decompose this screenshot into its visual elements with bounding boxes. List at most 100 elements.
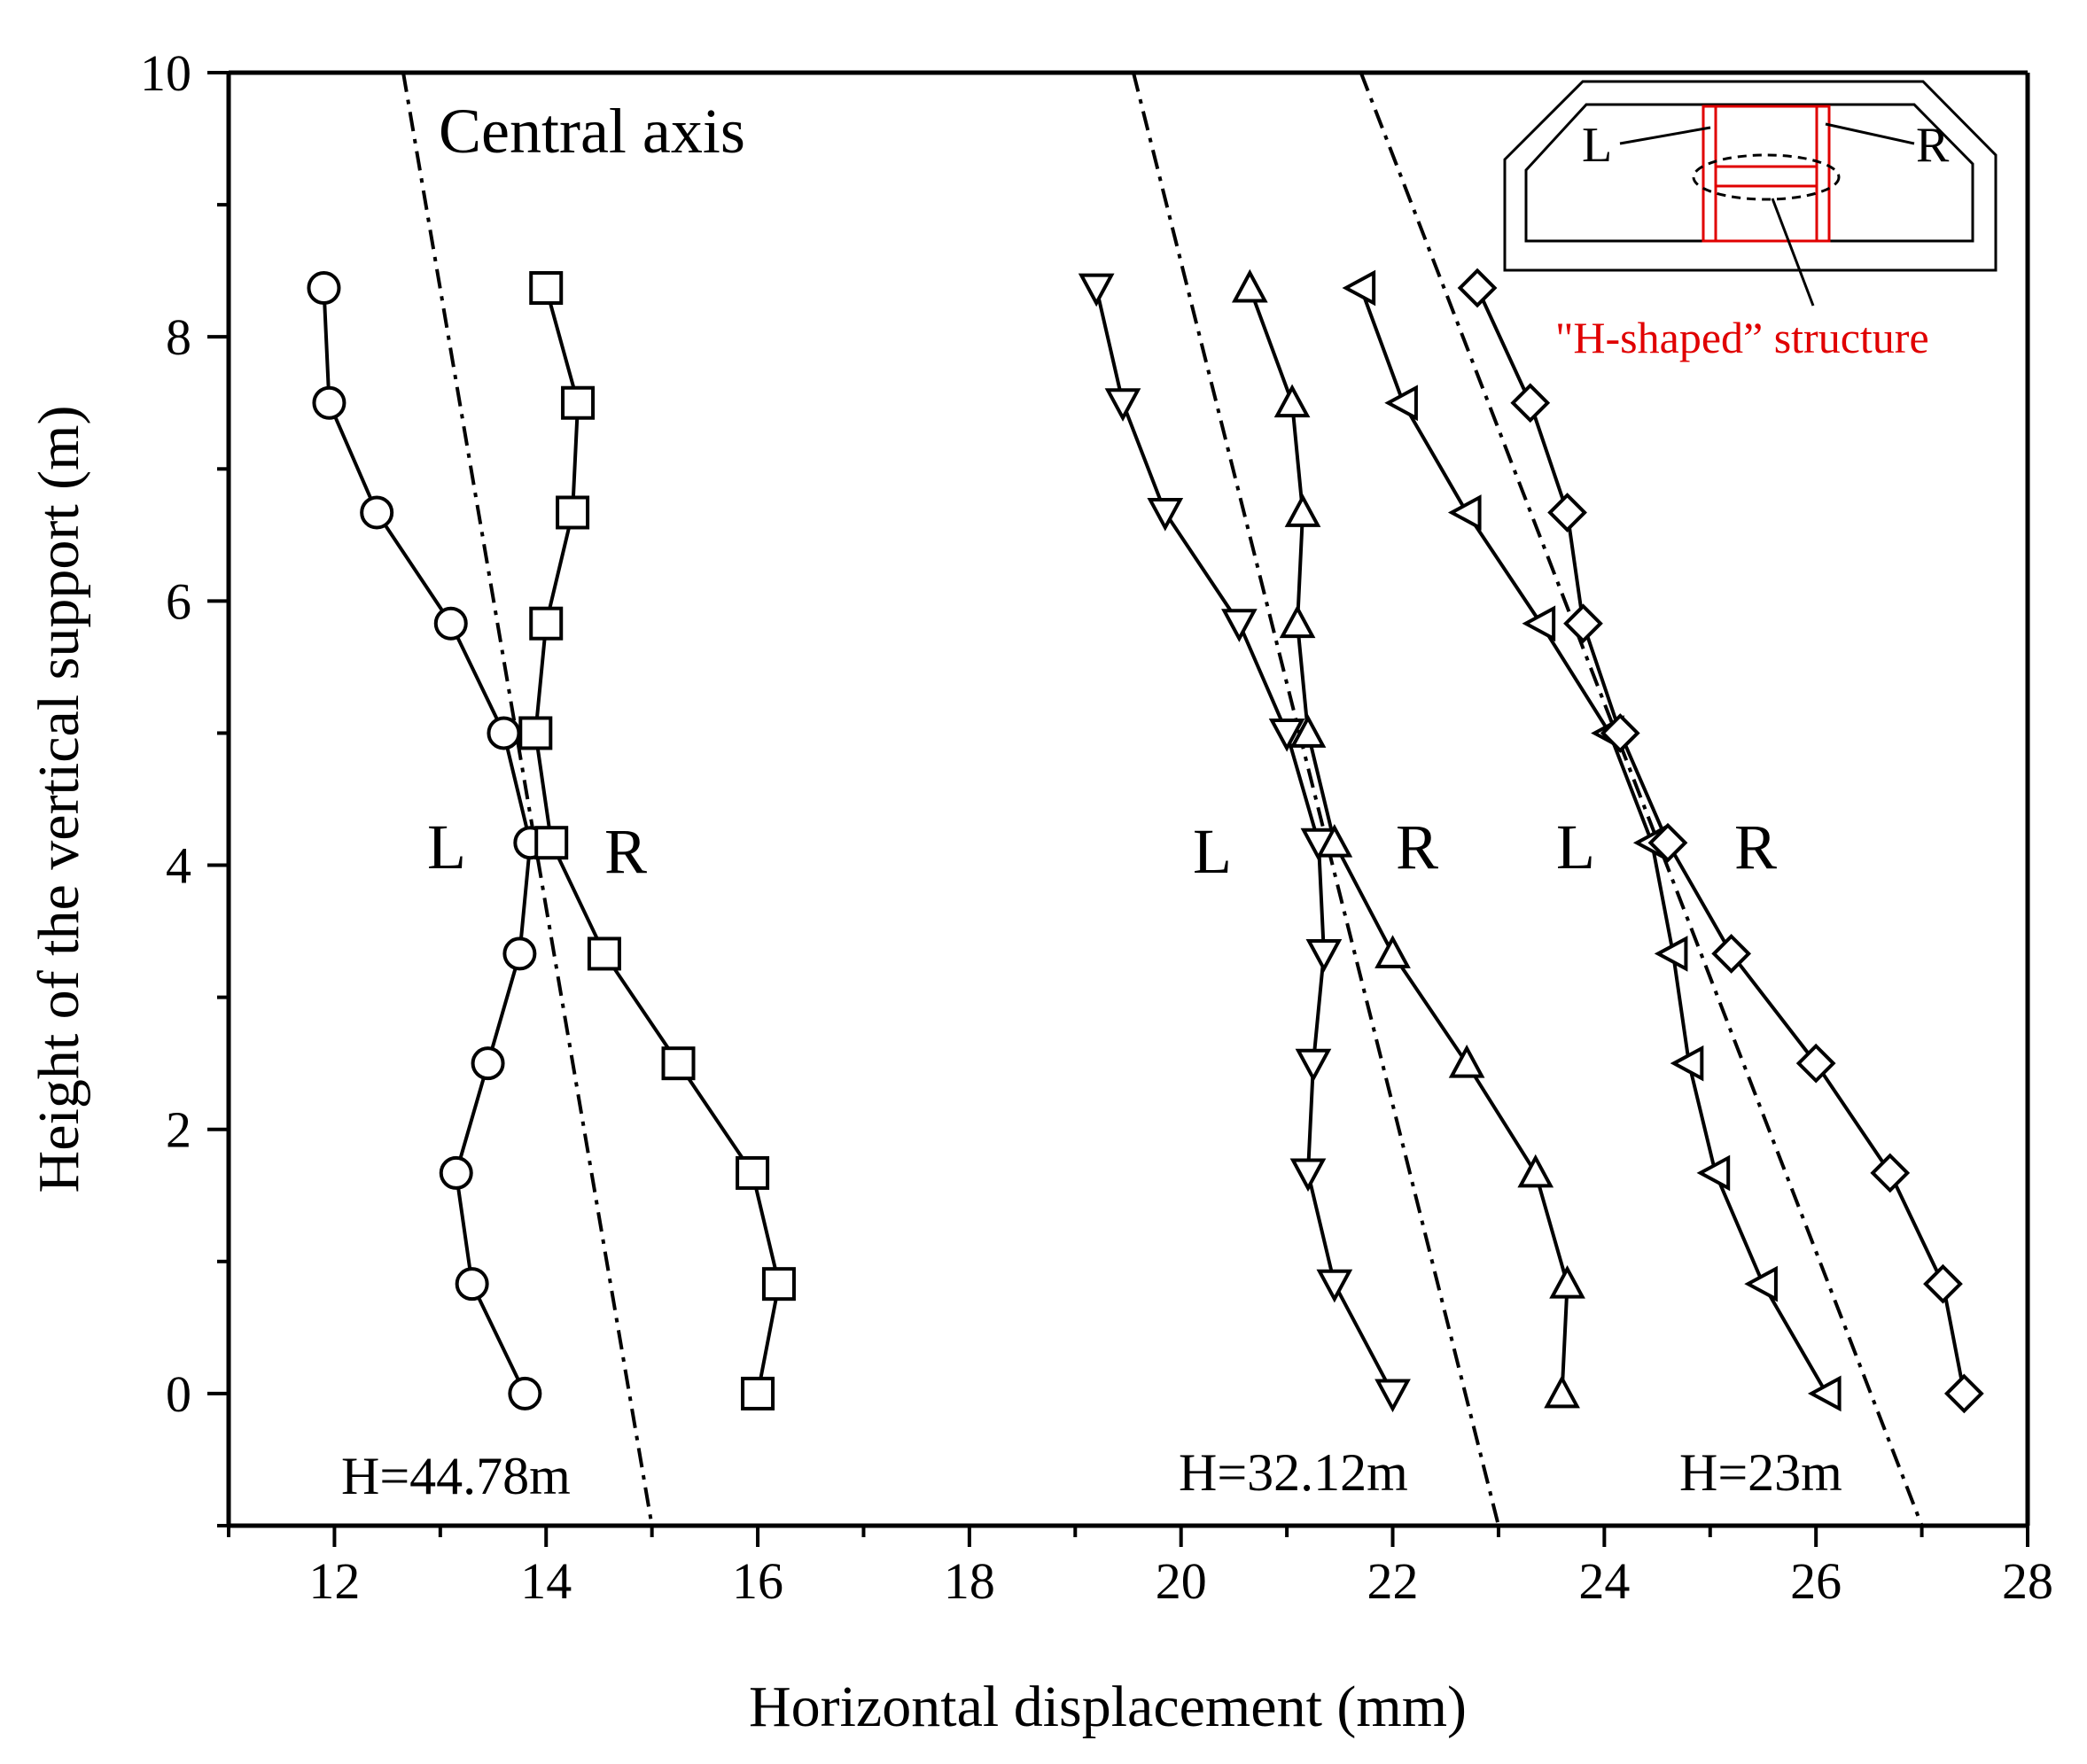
data-point-square — [561, 385, 596, 420]
data-point-circle — [433, 606, 468, 641]
data-point-diamond — [1923, 1263, 1963, 1304]
data-point-triangle-down — [1104, 388, 1141, 422]
data-point-square — [534, 826, 569, 860]
data-point-circle — [502, 936, 537, 971]
data-point-square — [556, 495, 590, 530]
x-tick-label: 26 — [1790, 1552, 1842, 1610]
data-point-triangle-up — [1316, 823, 1353, 858]
data-point-diamond — [1510, 383, 1551, 424]
data-point-triangle-left — [1342, 269, 1376, 307]
plot-frame — [226, 70, 2030, 1528]
inset-h-lower-cell — [1714, 184, 1818, 243]
data-point-square — [529, 271, 564, 306]
y-tick-label: 2 — [166, 1101, 191, 1159]
y-tick-label: 8 — [166, 308, 191, 366]
y-ticks: 0 2 4 6 8 10 — [140, 44, 229, 1527]
central-axis-label-2: H=32.12m — [1179, 1443, 1408, 1502]
data-point-square — [518, 716, 553, 750]
central-axes — [401, 72, 1924, 1527]
data-point-triangle-down — [1221, 609, 1258, 642]
data-point-triangle-up — [1289, 714, 1327, 748]
x-tick-label: 14 — [520, 1552, 572, 1610]
data-point-triangle-left — [1807, 1375, 1842, 1412]
data-point-circle — [312, 385, 347, 420]
inset-outer-outline — [1503, 80, 1997, 272]
x-tick-label: 16 — [732, 1552, 783, 1610]
x-tick-label: 12 — [308, 1552, 360, 1610]
data-point-circle — [487, 716, 521, 750]
data-point-triangle-down — [1078, 273, 1115, 307]
data-point-triangle-down — [1316, 1269, 1353, 1303]
y-tick-label: 6 — [166, 572, 191, 630]
lr-label-left-3: L — [1556, 812, 1595, 882]
x-axis-title: Horizontal displacement (mm) — [749, 1675, 1467, 1739]
data-point-triangle-up — [1374, 935, 1411, 968]
lr-label-left-1: L — [427, 812, 466, 882]
data-point-triangle-up — [1284, 493, 1321, 527]
data-point-triangle-up — [1544, 1374, 1580, 1409]
data-point-triangle-up — [1448, 1044, 1485, 1078]
data-point-triangle-down — [1374, 1379, 1411, 1413]
data-point-triangle-left — [1447, 494, 1482, 531]
inset-inner-outline — [1524, 103, 1974, 243]
central-axis-line-2 — [1132, 72, 1500, 1527]
data-point-triangle-down — [1295, 1048, 1332, 1083]
data-point-triangle-down — [1147, 498, 1184, 532]
data-point-triangle-left — [1654, 936, 1688, 972]
y-tick-label: 10 — [140, 44, 191, 102]
data-point-triangle-up — [1279, 604, 1316, 639]
data-point-circle — [307, 271, 341, 306]
data-point-diamond — [1711, 934, 1752, 974]
central-axis-line-1 — [401, 72, 654, 1527]
lr-label-right-3: R — [1734, 812, 1777, 882]
x-tick-label: 22 — [1367, 1552, 1419, 1610]
inset-r-leader — [1825, 122, 1915, 145]
data-point-triangle-left — [1670, 1045, 1704, 1082]
data-point-triangle-left — [1522, 605, 1556, 642]
data-point-square — [661, 1046, 696, 1081]
data-point-square — [736, 1155, 770, 1190]
data-point-triangle-down — [1268, 719, 1305, 752]
data-point-diamond — [1943, 1373, 1984, 1414]
data-point-diamond — [1457, 268, 1498, 308]
data-point-triangle-up — [1273, 384, 1311, 418]
inset-caption-leader — [1771, 198, 1815, 307]
inset-l-leader — [1619, 126, 1711, 145]
data-point-triangle-up — [1517, 1154, 1554, 1188]
data-point-triangle-down — [1305, 938, 1343, 973]
y-axis-title: Height of the vertical support (m) — [27, 406, 91, 1193]
inset-diagram: L R "H-shaped” structure — [1503, 80, 1997, 362]
data-point-diamond — [1600, 713, 1640, 753]
inset-h-right-wall — [1815, 105, 1831, 243]
data-point-square — [529, 606, 564, 641]
inset-h-left-wall — [1702, 105, 1717, 243]
data-point-diamond — [1547, 493, 1587, 532]
data-point-diamond — [1795, 1043, 1836, 1084]
data-point-square — [587, 936, 621, 971]
inset-h-upper-cell — [1714, 105, 1818, 168]
data-point-diamond — [1563, 603, 1603, 644]
data-point-triangle-up — [1231, 268, 1268, 303]
data-point-diamond — [1870, 1153, 1911, 1193]
inset-h-ellipse — [1692, 153, 1841, 201]
data-point-triangle-up — [1549, 1264, 1585, 1299]
series-layer — [307, 268, 1984, 1414]
data-point-circle — [455, 1267, 489, 1302]
x-tick-label: 18 — [944, 1552, 995, 1610]
inset-r-label: R — [1916, 118, 1950, 173]
data-point-triangle-down — [1289, 1158, 1327, 1193]
data-point-circle — [471, 1046, 505, 1081]
lr-label-right-1: R — [604, 816, 647, 887]
x-tick-label: 24 — [1578, 1552, 1630, 1610]
inset-caption: "H-shaped” structure — [1555, 313, 1929, 362]
x-ticks: 12 14 16 18 20 22 24 26 28 — [227, 1526, 2053, 1610]
central-axis-label-3: H=23m — [1679, 1443, 1842, 1502]
data-point-circle — [439, 1155, 473, 1190]
data-point-triangle-left — [1744, 1265, 1778, 1302]
data-point-triangle-left — [1696, 1154, 1731, 1192]
lr-label-left-2: L — [1193, 816, 1232, 887]
y-tick-label: 4 — [166, 837, 191, 895]
x-tick-label: 20 — [1156, 1552, 1207, 1610]
